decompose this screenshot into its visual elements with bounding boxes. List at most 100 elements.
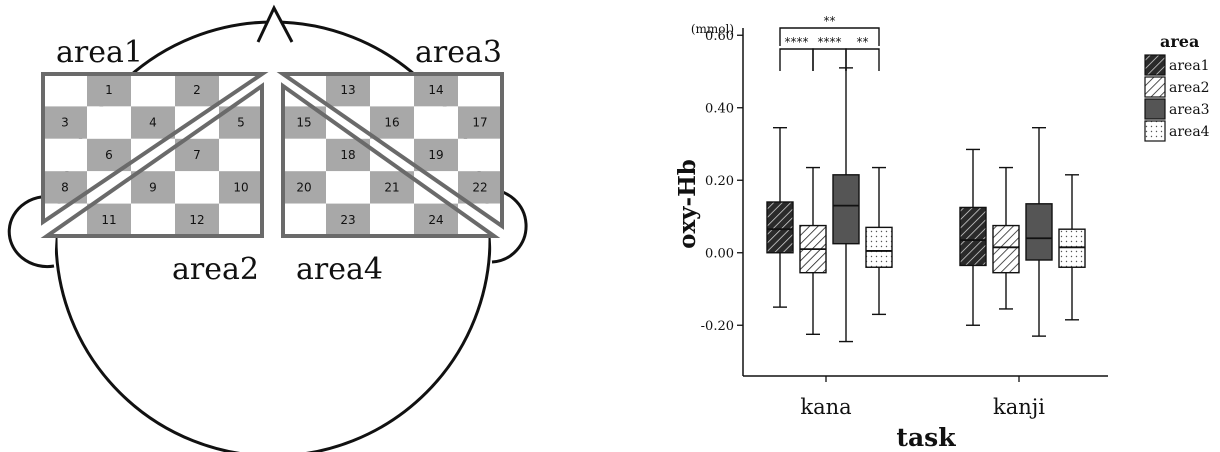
y-tick-label: 0.60 bbox=[705, 29, 734, 44]
grid-cell bbox=[131, 74, 175, 107]
grid-cell bbox=[370, 171, 414, 204]
y-tick-label: -0.20 bbox=[701, 319, 734, 334]
legend-swatch-area3 bbox=[1144, 98, 1166, 120]
sig-bracket-area2-area3: **** bbox=[812, 35, 847, 71]
x-tick-label-kanji: kanji bbox=[993, 395, 1045, 419]
channel-label-18: 18 bbox=[340, 148, 355, 162]
grid-cell bbox=[414, 203, 458, 236]
x-tick-label-kana: kana bbox=[800, 395, 851, 419]
grid-cell bbox=[458, 106, 502, 139]
channel-label-2: 2 bbox=[193, 83, 201, 97]
grid-cell bbox=[131, 106, 175, 139]
sig-bracket-area1-area4: ** bbox=[779, 14, 880, 46]
box-area1-kanji bbox=[959, 148, 987, 326]
grid-cell bbox=[282, 203, 326, 236]
grid-cell bbox=[370, 74, 414, 107]
y-tick-label: 0.20 bbox=[705, 174, 734, 189]
box-area4-kanji bbox=[1058, 174, 1086, 321]
legend-label-area3: area3 bbox=[1169, 102, 1210, 118]
area1-frame bbox=[41, 72, 269, 226]
sig-label: ** bbox=[824, 14, 836, 28]
sig-bracket-area3-area4: ** bbox=[845, 35, 880, 71]
channel-grid-right: 13 14 15 16 17 18 19 20 21 22 23 24 bbox=[282, 74, 502, 236]
grid-cell bbox=[414, 138, 458, 172]
grid-cell bbox=[414, 171, 458, 204]
legend-label-area4: area4 bbox=[1169, 124, 1210, 140]
channel-label-21: 21 bbox=[384, 180, 399, 194]
grid-cell bbox=[87, 203, 131, 236]
legend-swatch-area2 bbox=[1144, 76, 1166, 98]
legend-label-area2: area2 bbox=[1169, 80, 1210, 96]
grid-cell bbox=[458, 74, 502, 107]
box-iqr bbox=[766, 201, 794, 254]
channel-label-15: 15 bbox=[296, 116, 311, 130]
box-iqr bbox=[959, 206, 987, 267]
area2-label: area2 bbox=[172, 252, 259, 287]
grid-cell bbox=[326, 171, 370, 204]
legend-label-area1: area1 bbox=[1169, 58, 1210, 74]
channel-label-20: 20 bbox=[296, 180, 311, 194]
area-frames bbox=[40, 72, 504, 238]
grid-cell bbox=[43, 106, 87, 139]
grid-cell bbox=[414, 74, 458, 107]
channel-label-10: 10 bbox=[233, 180, 248, 194]
channel-label-7: 7 bbox=[193, 148, 201, 162]
grid-cell bbox=[282, 171, 326, 204]
chart-axes: -0.20 0.00 0.20 0.40 0.60(mmol) oxy-Hb kana kan… bbox=[674, 22, 1108, 452]
legend-swatch-area4 bbox=[1144, 120, 1166, 142]
y-axis-title: oxy-Hb bbox=[674, 159, 701, 249]
grid-cell bbox=[175, 203, 219, 236]
area1-label: area1 bbox=[56, 35, 143, 70]
box-iqr bbox=[832, 174, 860, 245]
chart-boxes bbox=[766, 67, 1086, 343]
grid-cell bbox=[219, 138, 263, 172]
box-area3-kanji bbox=[1025, 126, 1053, 337]
grid-cell bbox=[131, 138, 175, 172]
channel-label-4: 4 bbox=[149, 116, 157, 130]
bracket-line bbox=[845, 48, 880, 71]
sig-label: ** bbox=[857, 35, 869, 49]
grid-cell bbox=[370, 106, 414, 139]
sig-bracket-area1-area2: **** bbox=[779, 35, 814, 71]
grid-cell bbox=[458, 138, 502, 172]
sig-label: **** bbox=[785, 35, 809, 49]
channel-label-16: 16 bbox=[384, 116, 399, 130]
grid-cell bbox=[219, 203, 263, 236]
channel-label-13: 13 bbox=[340, 83, 355, 97]
box-iqr bbox=[992, 224, 1020, 274]
box-area1-kana bbox=[766, 126, 794, 308]
grid-cell bbox=[326, 74, 370, 107]
grid-cell bbox=[43, 138, 87, 172]
channel-label-6: 6 bbox=[105, 148, 113, 162]
channel-label-22: 22 bbox=[472, 180, 487, 194]
nose bbox=[256, 4, 294, 43]
channel-label-23: 23 bbox=[340, 213, 355, 227]
box-area4-kana bbox=[865, 166, 893, 316]
grid-cell bbox=[175, 138, 219, 172]
channel-label-3: 3 bbox=[61, 116, 69, 130]
box-iqr bbox=[1025, 203, 1053, 261]
box-area2-kana bbox=[799, 166, 827, 336]
grid-cell bbox=[131, 171, 175, 204]
bracket-line bbox=[779, 48, 814, 71]
box-iqr bbox=[865, 226, 893, 268]
x-axis-title: task bbox=[896, 423, 956, 452]
channel-label-5: 5 bbox=[237, 116, 245, 130]
grid-cell bbox=[87, 74, 131, 107]
channel-label-8: 8 bbox=[61, 180, 69, 194]
channel-label-12: 12 bbox=[189, 213, 204, 227]
significance-brackets: ****** **** ** bbox=[779, 14, 880, 71]
area4-label: area4 bbox=[296, 252, 383, 287]
channel-label-19: 19 bbox=[428, 148, 443, 162]
channel-label-24: 24 bbox=[428, 213, 443, 227]
channel-label-17: 17 bbox=[472, 116, 487, 130]
channel-label-9: 9 bbox=[149, 180, 157, 194]
grid-cell bbox=[43, 74, 87, 107]
area3-label: area3 bbox=[415, 35, 502, 70]
area2-frame bbox=[40, 82, 264, 238]
box-area2-kanji bbox=[992, 166, 1020, 310]
